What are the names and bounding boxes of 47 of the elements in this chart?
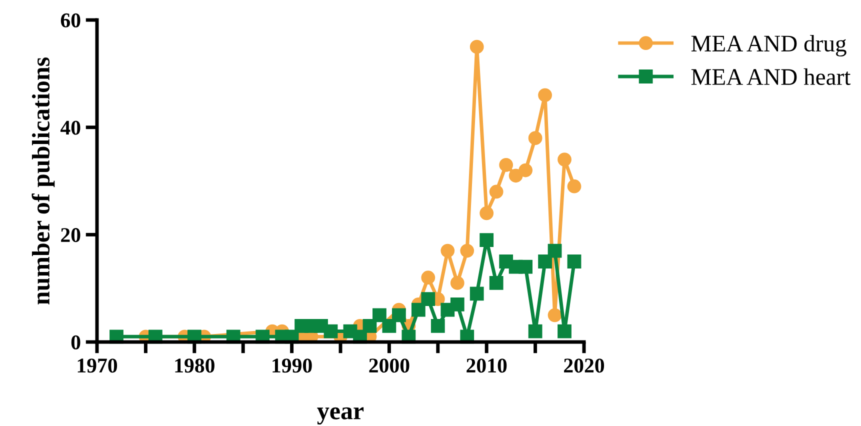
point (430, 318, 445, 333)
point (528, 131, 542, 146)
x-tick-label: 1980 (175, 358, 214, 373)
point (382, 318, 396, 333)
point (421, 270, 436, 285)
point (489, 184, 504, 199)
point (480, 233, 494, 247)
x-axis-title: year (317, 407, 364, 425)
point (440, 244, 455, 258)
y-tick-label: 60 (60, 13, 80, 28)
x-tick-label: 2010 (466, 358, 507, 373)
y-tick-label: 20 (61, 228, 80, 242)
point (558, 152, 572, 166)
point (411, 302, 426, 317)
x-tick-label: 2000 (369, 358, 410, 373)
y-tick-label: 40 (60, 120, 80, 135)
point (470, 286, 484, 301)
point (421, 292, 436, 306)
x-tick-label: 2020 (564, 358, 604, 373)
point (470, 40, 484, 54)
point (538, 254, 552, 268)
point (548, 244, 562, 258)
point (518, 163, 533, 178)
point (362, 318, 377, 333)
point (392, 308, 406, 322)
x-tick-label: 1990 (272, 358, 312, 373)
point (499, 158, 514, 172)
point (538, 88, 552, 102)
point (528, 324, 542, 338)
point (558, 324, 572, 338)
y-axis-title: number of publications (32, 58, 55, 304)
point (548, 308, 562, 322)
legend-label: MEA AND heart (691, 68, 851, 85)
point (508, 168, 523, 183)
point (372, 308, 386, 322)
point (567, 254, 582, 268)
point (567, 179, 582, 194)
legend-label: MEA AND drug (691, 34, 846, 56)
point (480, 206, 494, 220)
point (450, 297, 464, 312)
point (450, 276, 464, 290)
y-tick-label: 0 (71, 335, 80, 350)
point (518, 260, 533, 274)
point (460, 244, 474, 258)
x-tick-label: 1970 (78, 358, 118, 373)
point (324, 324, 338, 338)
point (489, 276, 504, 290)
